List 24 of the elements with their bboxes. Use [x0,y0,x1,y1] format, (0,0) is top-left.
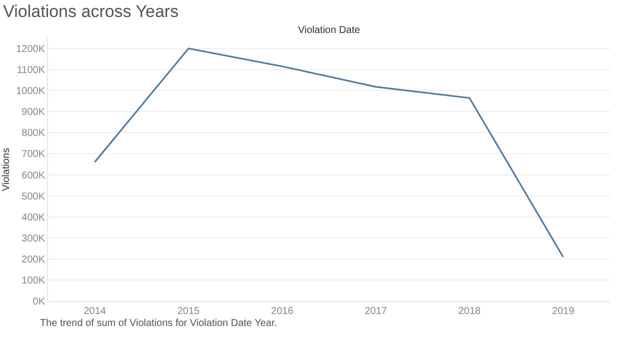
y-tick-label: 1000K [16,86,46,98]
x-tick-label: 2018 [458,306,482,317]
y-tick-label: 600K [22,170,46,182]
y-tick-label: 1100K [16,65,46,76]
chart-title: Violations across Years [3,2,179,22]
y-tick-label: 200K [22,254,46,266]
x-tick-label: 2014 [84,306,106,317]
y-tick-label: 300K [22,233,46,244]
y-tick-label: 0K [32,296,46,308]
x-axis-title: Violation Date [298,25,361,36]
y-tick-label: 100K [22,275,46,286]
x-tick-label: 2016 [271,306,294,317]
y-tick-label: 500K [22,191,46,202]
x-tick-label: 2015 [177,306,200,317]
line-series [94,48,564,258]
y-tick-label: 1200K [16,44,46,56]
y-tick-label: 400K [22,212,46,224]
text: The trend of sum of Violations for Violation Date Year. [40,318,278,329]
y-tick-label: 700K [22,149,46,160]
x-tick-label: 2017 [364,306,388,317]
y-tick-label: 800K [22,128,46,140]
x-tick-label: 2019 [552,306,575,317]
y-axis-title: Violations [1,148,12,192]
y-tick-label: 900K [22,107,46,118]
